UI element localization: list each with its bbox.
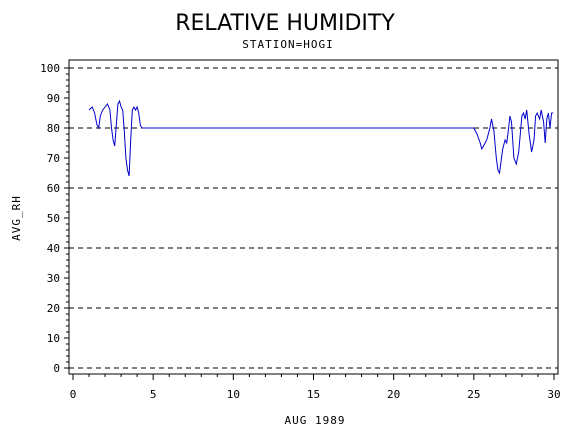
y-tick-label: 10 bbox=[47, 332, 60, 345]
x-axis-label: AUG 1989 bbox=[285, 414, 346, 427]
x-tick-label: 25 bbox=[467, 388, 480, 401]
y-tick-label: 70 bbox=[47, 152, 60, 165]
y-tick-label: 40 bbox=[47, 242, 60, 255]
reference-lines bbox=[69, 67, 558, 369]
x-tick-label: 30 bbox=[547, 388, 560, 401]
y-tick-label: 100 bbox=[40, 62, 60, 75]
chart-subtitle: STATION=HOGI bbox=[242, 38, 333, 51]
y-axis: 0 10 20 30 40 50 60 70 80 90 100 bbox=[40, 62, 69, 375]
x-tick-label: 20 bbox=[387, 388, 400, 401]
x-axis: 0 5 10 15 20 25 30 bbox=[70, 374, 561, 401]
plot-frame bbox=[68, 59, 559, 375]
y-tick-label: 80 bbox=[47, 122, 60, 135]
y-axis-label: AVG_RH bbox=[10, 195, 23, 241]
y-tick-label: 30 bbox=[47, 272, 60, 285]
y-tick-label: 90 bbox=[47, 92, 60, 105]
x-tick-label: 10 bbox=[227, 388, 240, 401]
x-tick-label: 15 bbox=[307, 388, 320, 401]
y-tick-label: 20 bbox=[47, 302, 60, 315]
x-tick-label: 0 bbox=[70, 388, 77, 401]
series-line-avg-rh bbox=[88, 99, 554, 177]
chart-title: RELATIVE HUMIDITY bbox=[175, 11, 395, 36]
x-tick-label: 5 bbox=[150, 388, 157, 401]
y-tick-label: 50 bbox=[47, 212, 60, 225]
y-tick-label: 0 bbox=[53, 362, 60, 375]
y-tick-label: 60 bbox=[47, 182, 60, 195]
